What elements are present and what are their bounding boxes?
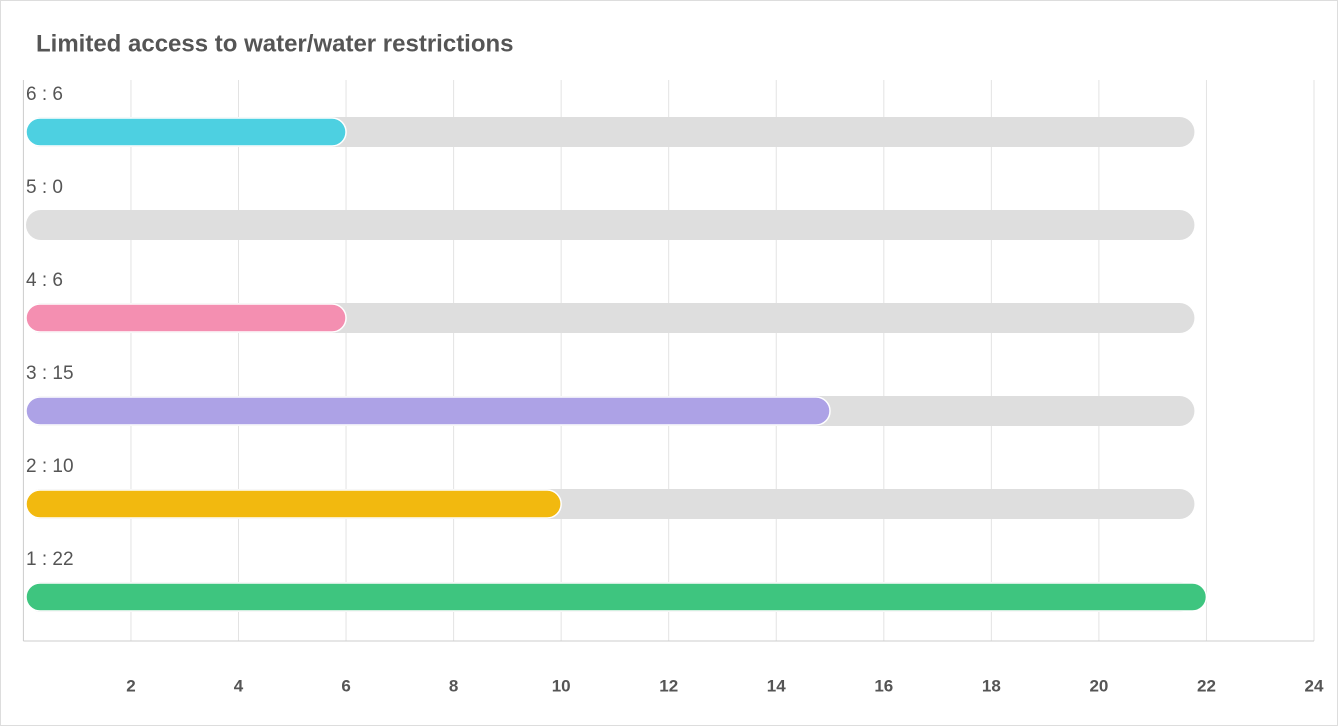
chart-title: Limited access to water/water restrictio… xyxy=(36,30,514,57)
x-tick-label: 16 xyxy=(874,676,893,695)
bar xyxy=(25,489,562,519)
bar xyxy=(25,582,1208,612)
x-tick-label: 12 xyxy=(659,676,678,695)
x-tick-label: 2 xyxy=(126,676,135,695)
x-tick-label: 14 xyxy=(767,676,786,695)
bar-label: 4 : 6 xyxy=(26,270,63,291)
bar-label: 3 : 15 xyxy=(26,363,74,384)
x-tick-label: 18 xyxy=(982,676,1001,695)
x-tick-label: 4 xyxy=(234,676,244,695)
x-tick-label: 8 xyxy=(449,676,458,695)
bar-label: 5 : 0 xyxy=(26,177,63,198)
x-tick-label: 20 xyxy=(1089,676,1108,695)
x-tick-label: 6 xyxy=(341,676,350,695)
bar-label: 2 : 10 xyxy=(26,456,74,477)
bar xyxy=(25,303,347,333)
x-tick-label: 10 xyxy=(552,676,571,695)
x-tick-label: 24 xyxy=(1305,676,1324,695)
bar xyxy=(25,396,831,426)
x-tick-label: 22 xyxy=(1197,676,1216,695)
bar-label: 1 : 22 xyxy=(26,549,74,570)
bar-label: 6 : 6 xyxy=(26,84,63,105)
bar-track xyxy=(26,210,1195,240)
bar xyxy=(25,117,347,147)
